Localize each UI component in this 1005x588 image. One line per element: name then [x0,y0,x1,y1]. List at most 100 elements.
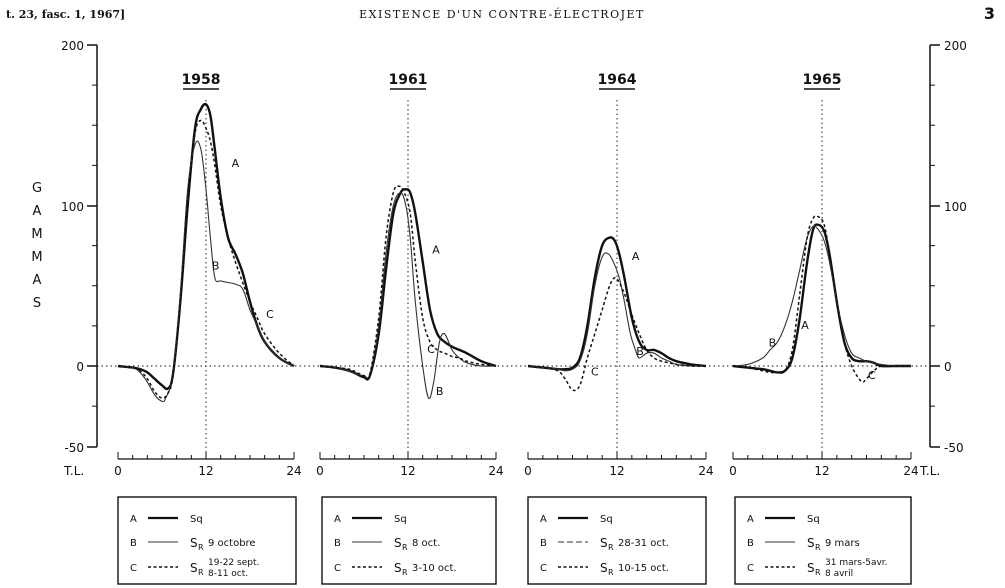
legend-key-b: B [130,538,137,549]
curve-label-A: A [632,250,640,263]
legend-frame [117,496,297,585]
panel-year-title: 1961 [389,72,428,88]
y-axis-right: 200 100 0 -50 [929,39,967,455]
legend-key-c: C [747,563,754,574]
legend-label-c-line1: 31 mars-5avr. [825,558,888,568]
legend-sr-sub-b: R [815,543,821,552]
x-tick-label: 0 [729,464,737,478]
curve-label-C: C [868,369,876,382]
legend-sr-sub-c: R [608,568,614,577]
legend-sr-sub-b: R [608,543,614,552]
x-tick-label: 12 [609,464,624,478]
legend-key-c: C [130,563,137,574]
page-title: EXISTENCE D'UN CONTRE-ÉLECTROJET [359,7,645,21]
legend-key-a: A [540,514,547,525]
panel-1961: 0 12 24 1961 A B C [316,72,503,478]
legend-box: A SqB S R 28-31 oct.C S R 10-15 oct. [527,496,707,585]
curve-label-B: B [636,345,644,358]
legend-frame [734,496,912,585]
y-tick-label: 200 [61,39,84,53]
journal-reference: t. 23, fasc. 1, 1967] [6,8,125,21]
legend-sr-c: S [807,561,815,575]
panel-1965: 0 12 24 1965 A B C [729,72,918,478]
x-tick-label: 24 [286,464,301,478]
legend-key-b: B [334,538,341,549]
legend-key-c: C [334,563,341,574]
legend-label-b: 9 mars [825,538,860,549]
y-tick-label: -50 [64,441,84,455]
curve-label-A: A [801,319,809,332]
series-A-line [527,236,707,371]
legend-box: A SqB S R 8 oct.C S R 3-10 oct. [321,496,497,585]
y-tick-label: 0 [76,360,84,374]
legend-label-a: Sq [807,514,820,525]
legend-key-a: A [747,514,754,525]
page-number: 3 [984,4,995,23]
legend-label-a: Sq [190,514,203,525]
legend-key-b: B [540,538,547,549]
legend-label-a: Sq [600,514,613,525]
y-axis-label-letter: A [33,273,42,288]
legend-label-b: 9 octobre [208,538,256,549]
x-tick-label: 0 [316,464,324,478]
legend-frame [527,496,707,585]
legend-label-b: 8 oct. [412,538,440,549]
y-tick-label-right: 200 [944,39,967,53]
legend-sr-b: S [600,536,608,550]
series-B-line [319,192,497,400]
panel-year-title: 1958 [182,72,221,88]
y-tick-label-right: 0 [944,360,952,374]
legend-label-b: 28-31 oct. [618,538,669,549]
legend-sr-sub-c: R [815,568,821,577]
legend-label-c: 3-10 oct. [412,563,457,574]
y-axis-label-letter: S [33,296,41,311]
panel-year-title: 1965 [803,72,842,88]
curve-label-A: A [232,157,240,170]
curve-label-C: C [427,343,435,356]
y-axis-left: 200 100 0 -50 [61,39,98,455]
curve-label-A: A [432,244,440,257]
legend-sr-b: S [190,536,198,550]
legend-label-c-line2: 8 avril [825,569,853,579]
legend-key-c: C [540,563,547,574]
x-tick-label: 24 [488,464,503,478]
x-axis-label-right: T.L. [919,464,940,478]
legend-label-c-line2: 8-11 oct. [208,569,248,579]
x-tick-label: 0 [114,464,122,478]
curve-label-B: B [212,260,220,273]
series-B-line [732,225,912,367]
series-B-line [527,252,707,372]
legend-frame [321,496,497,585]
x-tick-label: 12 [400,464,415,478]
curve-label-C: C [591,366,599,379]
curve-label-B: B [769,337,777,350]
panel-1958: 0 12 24 1958 A B C [114,72,301,478]
legend-sr-sub-c: R [198,568,204,577]
series-B-line [117,140,295,403]
x-tick-label: 12 [198,464,213,478]
curve-label-B: B [436,385,444,398]
curve-label-C: C [266,308,274,321]
x-tick-label: 0 [524,464,532,478]
legend-sr-sub-b: R [198,543,204,552]
series-C-line [732,215,911,383]
legend-sr-b: S [394,536,402,550]
y-tick-label-right: -50 [944,441,964,455]
legend-key-b: B [747,538,754,549]
x-tick-label: 24 [698,464,713,478]
x-axis-label-left: T.L. [63,464,84,478]
y-axis-label-letter: A [33,204,42,219]
series-A-line [117,102,295,391]
panel-year-title: 1964 [598,72,637,88]
legend-label-a: Sq [394,514,407,525]
legend-sr-c: S [600,561,608,575]
y-axis-label-letter: M [31,250,42,265]
y-axis-label-letter: M [31,227,42,242]
panel-1964: 0 12 24 1964 A B C [524,72,713,478]
y-axis-label-letter: G [32,181,42,196]
legend-label-c: 10-15 oct. [618,563,669,574]
